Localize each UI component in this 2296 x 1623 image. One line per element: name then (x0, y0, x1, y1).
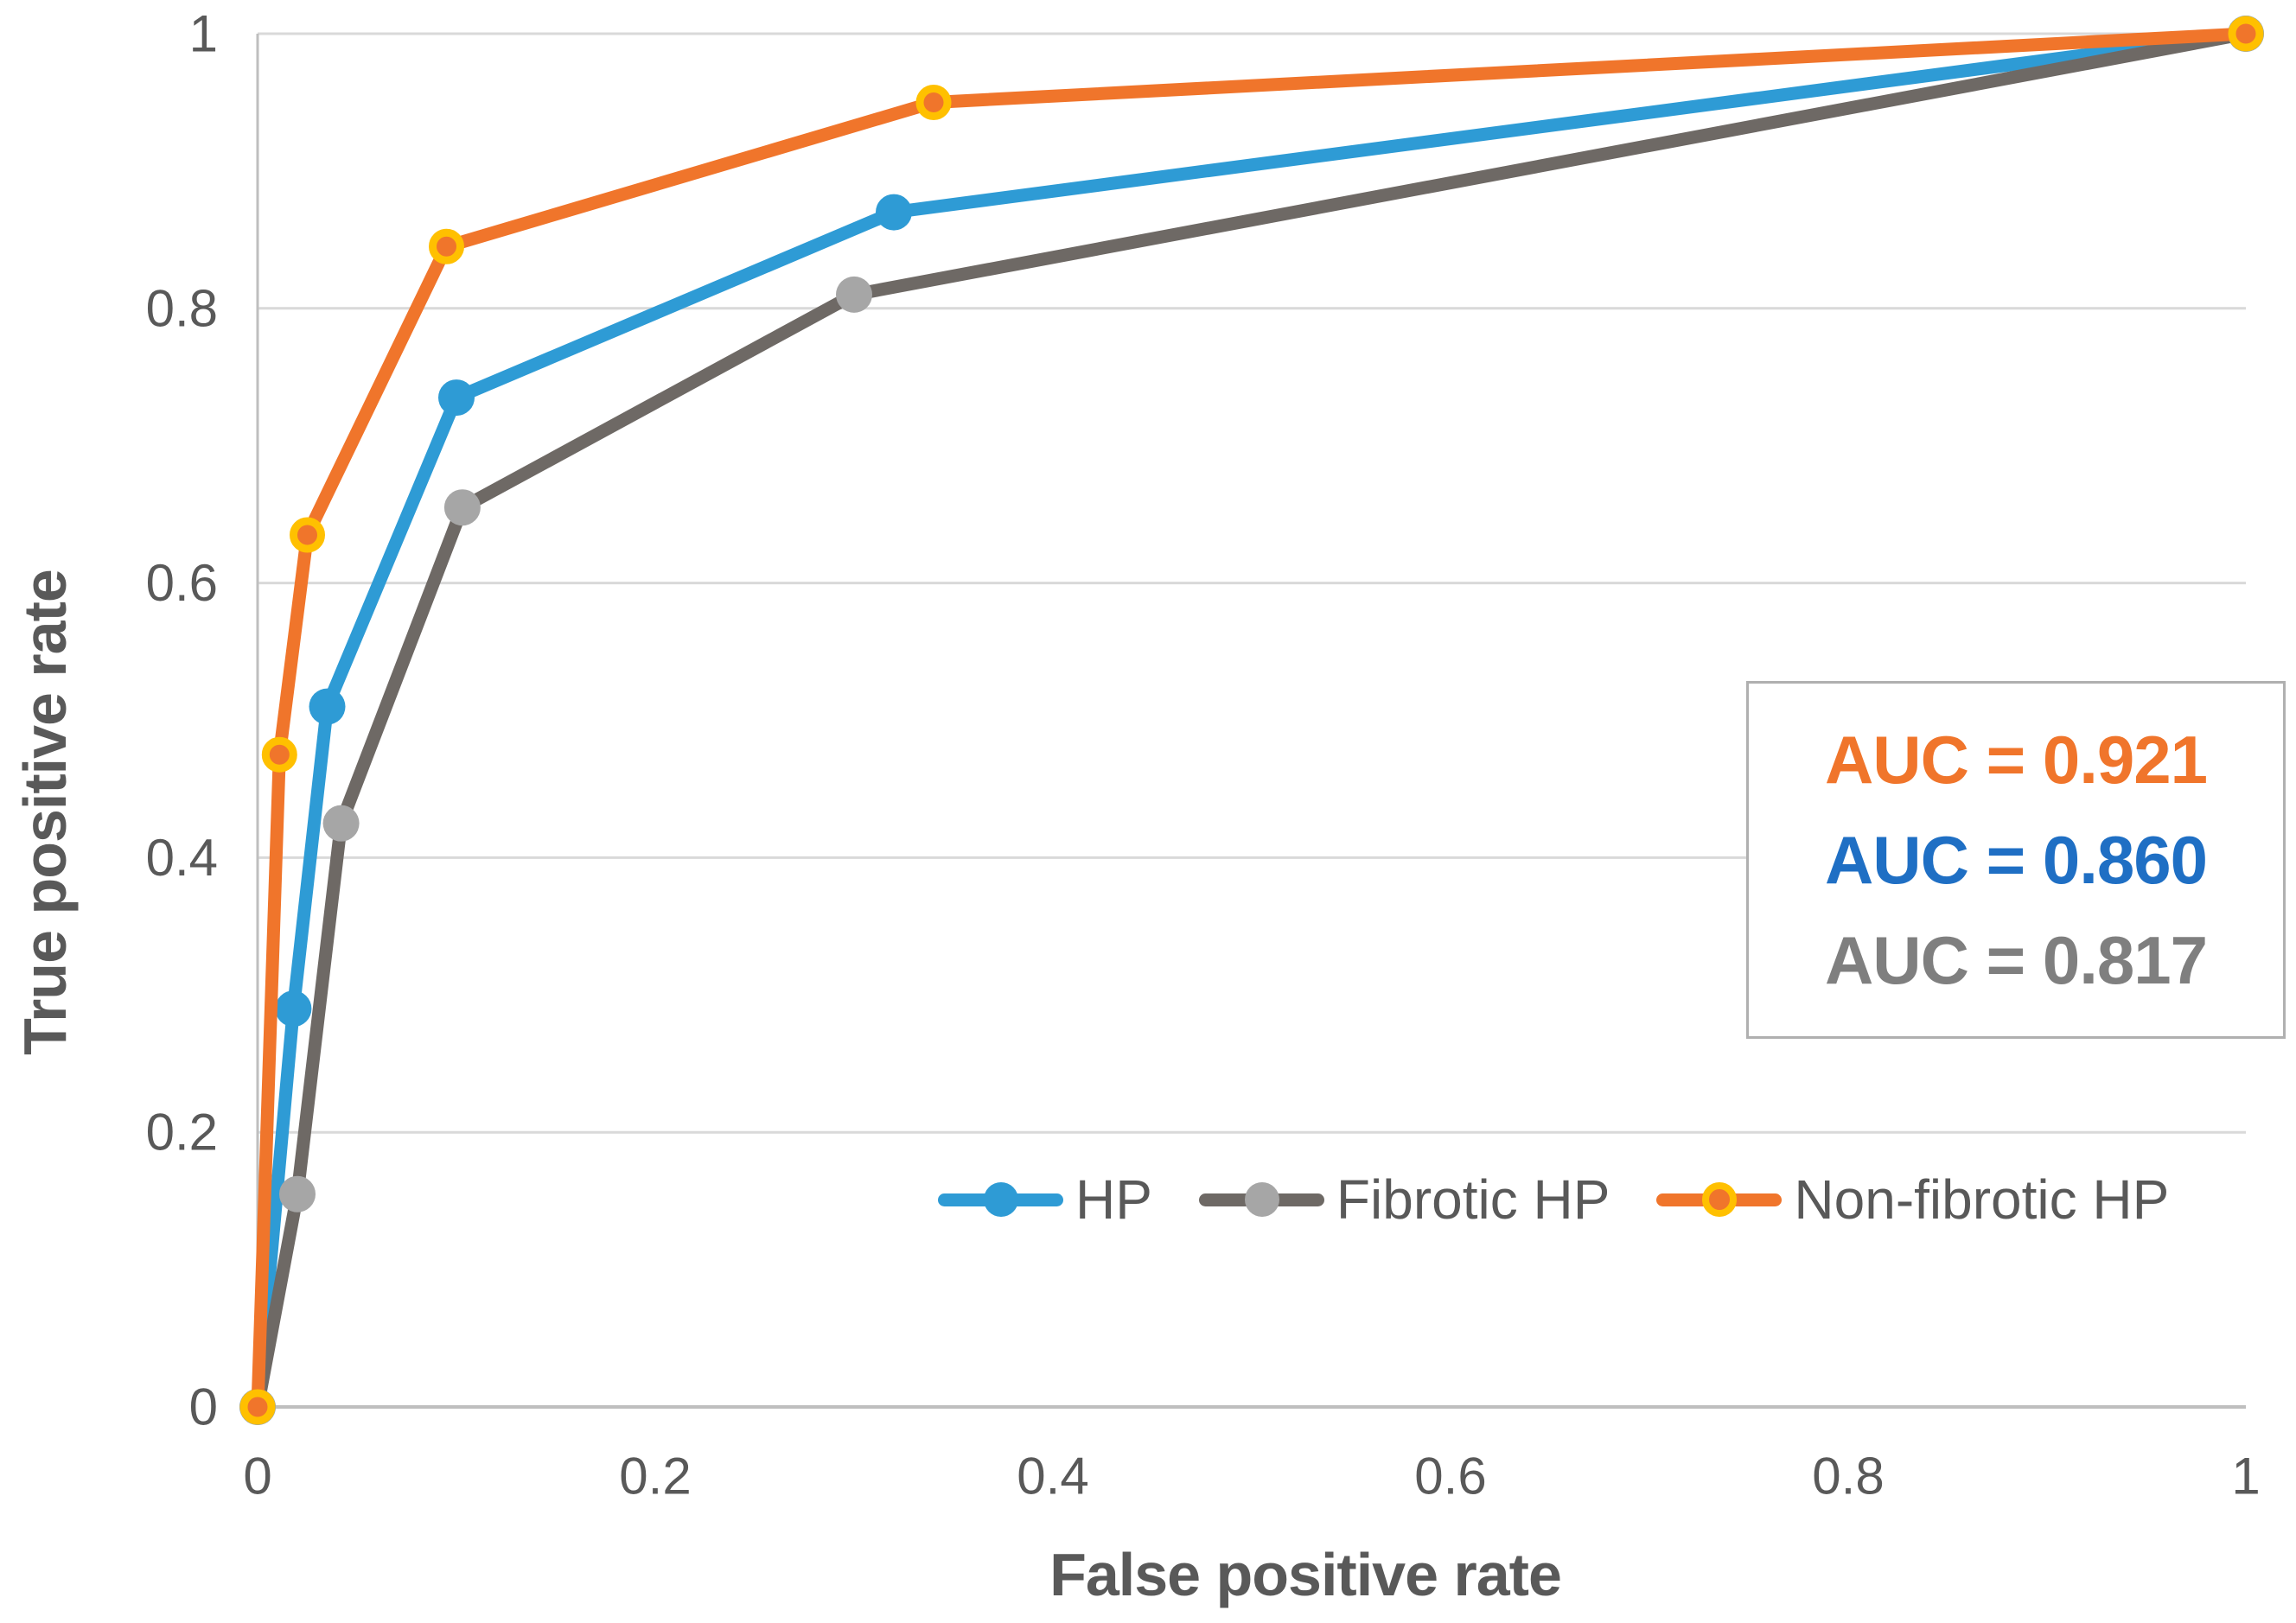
data-point-marker (876, 194, 912, 231)
y-tick-label: 1 (189, 5, 218, 63)
data-point-marker (2228, 16, 2264, 52)
data-point-marker (239, 1389, 276, 1425)
data-point-marker (438, 379, 475, 417)
data-point-marker (322, 805, 360, 842)
legend-label: HP (1075, 1168, 1152, 1231)
y-tick-label: 0.8 (146, 279, 218, 337)
x-tick-label: 1 (2231, 1448, 2260, 1505)
x-axis-title: False positive rate (1049, 1541, 1562, 1608)
legend-line-marker-icon (1656, 1181, 1783, 1219)
data-point-marker (279, 1175, 316, 1212)
legend: HP Fibrotic HP Non-fibrotic HP (938, 1167, 2169, 1232)
legend-label: Non-fibrotic HP (1794, 1168, 2170, 1231)
data-point-marker (836, 276, 872, 313)
data-point-marker (443, 489, 481, 526)
auc-value-label: AUC = 0.817 (1824, 922, 2208, 998)
y-tick-label: 0 (189, 1378, 218, 1436)
legend-line-marker-icon (1198, 1181, 1324, 1219)
auc-value-label: AUC = 0.860 (1824, 822, 2208, 898)
auc-annotation-box: AUC = 0.921 AUC = 0.860 AUC = 0.817 (1746, 681, 2286, 1039)
auc-value-label: AUC = 0.921 (1824, 722, 2208, 798)
y-tick-label: 0.6 (146, 554, 218, 612)
y-tick-label: 0.4 (146, 829, 218, 887)
series-line-hp (251, 27, 2253, 1414)
x-tick-label: 0.2 (619, 1448, 691, 1505)
legend-label: Fibrotic HP (1336, 1168, 1610, 1231)
x-tick-label: 0.8 (1812, 1448, 1884, 1505)
data-point-marker (309, 688, 346, 725)
x-tick-label: 0.4 (1017, 1448, 1088, 1505)
y-axis-title: True positive rate (11, 570, 79, 1055)
data-point-marker (915, 84, 952, 120)
legend-item-fibrotic-hp: Fibrotic HP (1198, 1168, 1610, 1232)
x-tick-label: 0.6 (1414, 1448, 1486, 1505)
x-tick-label: 0 (243, 1448, 271, 1505)
data-point-marker (429, 228, 464, 264)
series-line-non-fibrotic-hp (251, 27, 2253, 1414)
data-point-marker (275, 990, 312, 1028)
y-tick-label: 0.2 (146, 1104, 218, 1162)
legend-item-non-fibrotic-hp: Non-fibrotic HP (1656, 1168, 2169, 1232)
data-point-marker (290, 517, 325, 553)
legend-line-marker-icon (938, 1181, 1063, 1219)
legend-item-hp: HP (938, 1168, 1152, 1232)
data-point-marker (261, 736, 297, 773)
series-line-fibrotic-hp (251, 27, 2253, 1414)
